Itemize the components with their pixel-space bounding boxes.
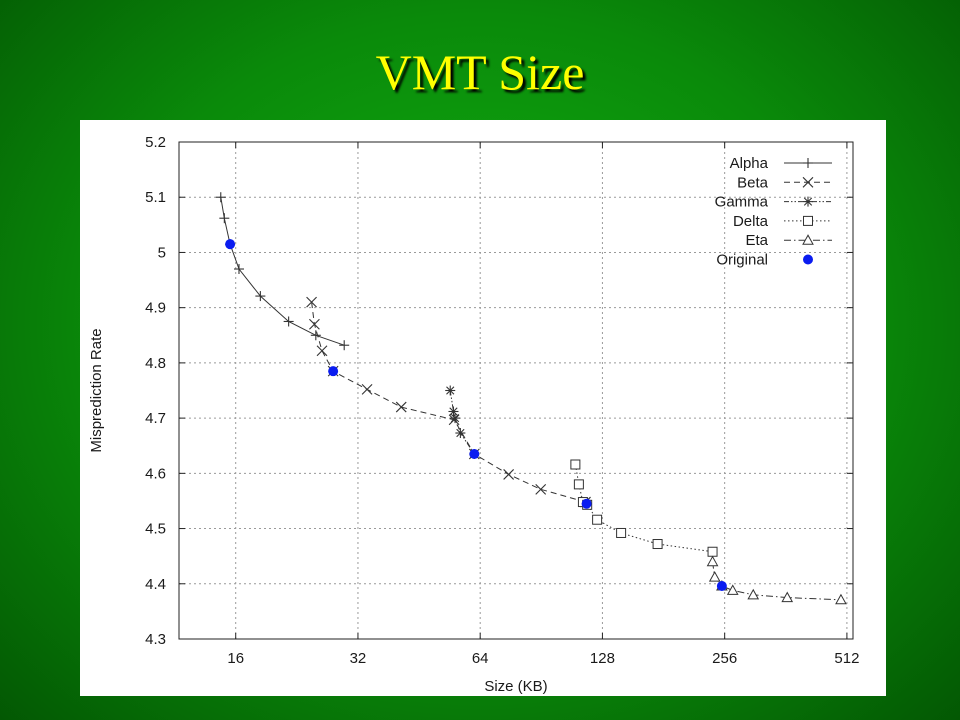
data-point-original — [225, 239, 236, 250]
y-tick-label: 4.4 — [145, 576, 166, 593]
data-point-eta — [726, 584, 739, 595]
data-point-gamma — [450, 413, 461, 424]
y-tick-label: 4.9 — [145, 300, 166, 317]
data-point-eta — [781, 591, 794, 603]
data-point-beta — [316, 345, 328, 357]
x-tick-label: 16 — [227, 650, 244, 667]
series-line-gamma — [449, 390, 475, 455]
data-point-eta — [747, 588, 760, 600]
y-tick-label: 5.1 — [145, 189, 166, 206]
data-point-delta — [616, 527, 627, 538]
data-point-eta — [706, 555, 719, 567]
x-tick-label: 512 — [834, 650, 859, 667]
data-point-original — [716, 580, 727, 591]
data-point-delta — [573, 479, 584, 490]
y-axis-label: Misprediction Rate — [88, 328, 105, 452]
x-tick-label: 64 — [472, 650, 489, 667]
data-point-beta — [309, 318, 320, 330]
series-line-delta — [574, 464, 713, 553]
data-point-delta — [592, 514, 603, 525]
y-tick-label: 4.5 — [145, 521, 166, 538]
data-point-alpha — [339, 340, 350, 351]
data-point-gamma — [445, 385, 456, 396]
data-point-alpha — [219, 213, 230, 224]
series-line-beta — [311, 302, 586, 503]
data-point-alpha — [283, 316, 294, 327]
y-tick-label: 5.2 — [145, 134, 166, 151]
legend-marker-eta — [802, 234, 814, 245]
data-point-gamma — [455, 428, 466, 439]
legend-marker-original — [803, 254, 813, 265]
x-axis-label: Size (KB) — [484, 678, 547, 695]
grid — [179, 142, 853, 639]
data-point-alpha — [310, 330, 321, 341]
data-point-beta — [395, 401, 407, 413]
legend-label-gamma: Gamma — [715, 194, 769, 211]
series-line-alpha — [220, 197, 345, 346]
y-tick-label: 4.3 — [145, 631, 166, 648]
legend-label-original: Original — [716, 252, 768, 269]
data-point-alpha — [255, 291, 266, 302]
data-point-beta — [306, 296, 317, 308]
legend-label-alpha: Alpha — [730, 155, 769, 172]
data-point-original — [469, 449, 480, 460]
legend-marker-gamma — [803, 196, 813, 207]
data-point-alpha — [233, 264, 244, 275]
y-tick-label: 4.7 — [145, 410, 166, 427]
data-point-eta — [708, 571, 721, 582]
data-point-delta — [652, 539, 663, 550]
legend-marker-beta — [802, 176, 814, 188]
data-point-delta — [570, 459, 581, 470]
data-point-delta — [707, 546, 718, 557]
data-point-beta — [503, 469, 515, 480]
data-point-alpha — [215, 192, 226, 203]
y-tick-label: 4.8 — [145, 355, 166, 372]
data-point-original — [581, 498, 592, 509]
axes: 4.3 4.4 4.5 4.6 4.7 4.8 4.9 5 5.1 5.2 16 32 64 128 256… — [145, 134, 859, 667]
plot-frame — [178, 141, 854, 640]
legend-marker-alpha — [803, 158, 813, 168]
y-tick-label: 5 — [158, 244, 166, 261]
line-chart: 4.3 4.4 4.5 4.6 4.7 4.8 4.9 5 5.1 5.2 16 32 64 128 256… — [88, 134, 859, 695]
slide-title: VMT Size — [375, 44, 585, 100]
y-tick-label: 4.6 — [145, 465, 166, 482]
legend-label-beta: Beta — [737, 174, 769, 191]
data-point-original — [328, 366, 339, 377]
legend: Alpha Beta Gamma Delta Eta Original — [715, 155, 832, 269]
data-point-eta — [835, 593, 847, 605]
x-tick-label: 256 — [712, 650, 737, 667]
markers — [215, 192, 847, 605]
data-point-gamma — [448, 406, 459, 417]
legend-label-delta: Delta — [733, 213, 769, 230]
x-tick-label: 128 — [590, 650, 615, 667]
x-tick-label: 32 — [350, 650, 367, 667]
legend-marker-delta — [803, 215, 813, 226]
chart-panel: 4.3 4.4 4.5 4.6 4.7 4.8 4.9 5 5.1 5.2 16 32 64 128 256… — [80, 120, 886, 696]
legend-label-eta: Eta — [745, 232, 768, 249]
data-point-beta — [361, 384, 373, 395]
data-point-beta — [535, 483, 547, 495]
